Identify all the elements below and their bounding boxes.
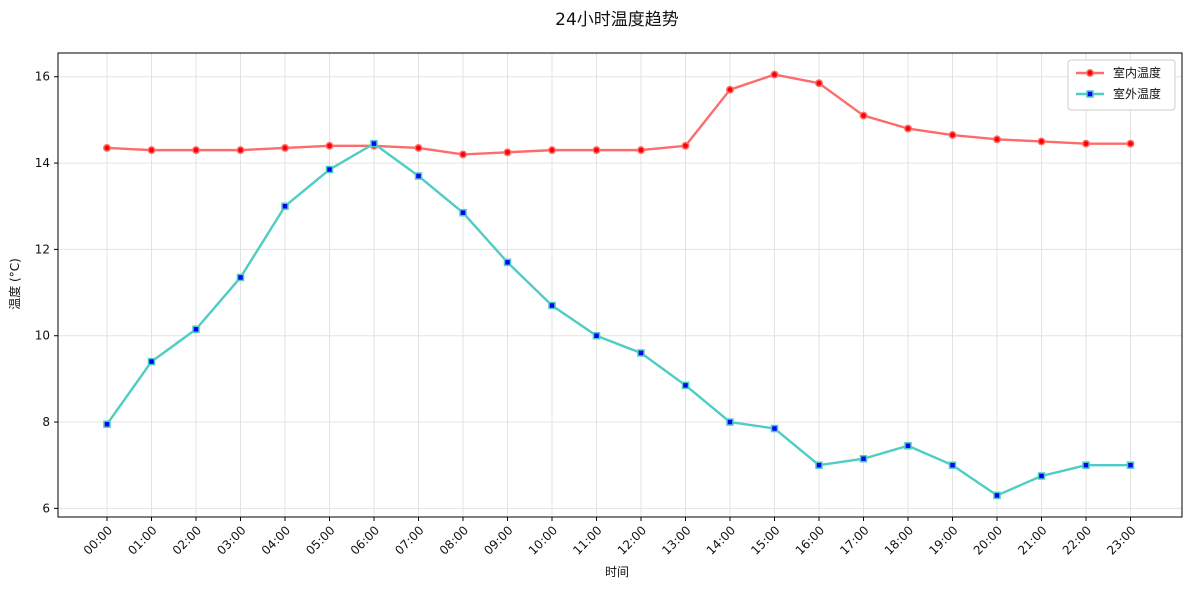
y-axis-title: 温度 (°C) (7, 258, 22, 310)
data-point (637, 349, 645, 357)
data-point (548, 146, 556, 155)
x-tick-label: 07:00 (392, 523, 426, 557)
data-point (459, 208, 467, 217)
x-tick-label: 05:00 (303, 523, 337, 557)
data-point (103, 420, 111, 428)
x-tick-label: 23:00 (1104, 523, 1138, 557)
x-axis: 00:00 01:00 02:00 03:00 04:00 05:00 06:00 07:00… (81, 517, 1139, 558)
y-tick-label: 12 (35, 242, 50, 256)
data-point (370, 139, 378, 148)
data-point (1037, 472, 1046, 480)
series-line (106, 142, 1131, 497)
data-point (236, 273, 245, 282)
data-point (281, 202, 289, 210)
x-tick-label: 20:00 (971, 523, 1005, 557)
data-point (503, 148, 512, 157)
x-tick-label: 11:00 (570, 523, 604, 557)
data-point (770, 70, 779, 79)
x-tick-label: 00:00 (81, 523, 115, 557)
y-axis: 6 8 10 12 14 16 (35, 70, 58, 515)
legend-marker (1086, 69, 1094, 77)
series-1 (103, 70, 1135, 159)
data-point (281, 144, 289, 152)
x-tick-label: 22:00 (1060, 523, 1094, 557)
x-tick-label: 18:00 (882, 523, 916, 557)
data-point (726, 418, 734, 426)
x-axis-title: 时间 (605, 565, 629, 579)
x-tick-label: 01:00 (125, 523, 159, 557)
data-point (414, 144, 423, 152)
data-point (548, 301, 556, 310)
x-tick-label: 14:00 (704, 523, 738, 557)
data-point (503, 258, 512, 267)
x-tick-label: 10:00 (526, 523, 560, 557)
data-point (1037, 137, 1046, 146)
data-point (1126, 139, 1135, 148)
data-point (948, 461, 957, 469)
y-tick-label: 16 (35, 70, 50, 84)
data-point (904, 124, 912, 133)
series-layer (103, 70, 1135, 500)
x-tick-label: 04:00 (259, 523, 293, 557)
data-point (103, 144, 111, 152)
plot-area-frame (57, 52, 1183, 518)
x-tick-label: 15:00 (748, 523, 782, 557)
x-tick-label: 17:00 (837, 523, 871, 557)
data-point (815, 79, 823, 88)
legend-label: 室内温度 (1113, 65, 1161, 80)
data-point (681, 141, 690, 150)
y-tick-label: 6 (42, 501, 50, 515)
x-tick-label: 02:00 (170, 523, 204, 557)
data-point (637, 146, 645, 155)
series-line (106, 73, 1131, 156)
data-point (948, 131, 957, 139)
x-tick-label: 03:00 (214, 523, 248, 557)
data-point (770, 424, 779, 433)
data-point (459, 150, 467, 159)
data-point (592, 146, 601, 155)
data-point (1082, 139, 1090, 148)
x-tick-label: 08:00 (437, 523, 471, 557)
x-tick-label: 13:00 (659, 523, 693, 557)
y-tick-label: 10 (35, 329, 50, 343)
legend-item: 室外温度 (1076, 86, 1161, 101)
data-point (414, 172, 423, 180)
data-point (192, 325, 200, 333)
data-point (859, 111, 868, 120)
data-point (325, 165, 334, 174)
x-tick-label: 09:00 (481, 523, 515, 557)
data-point (236, 146, 245, 155)
y-tick-label: 14 (35, 156, 50, 170)
chart-title: 24小时温度趋势 (555, 10, 679, 30)
data-point (904, 442, 912, 450)
x-tick-label: 12:00 (615, 523, 649, 557)
data-point (1082, 461, 1090, 469)
data-point (815, 461, 823, 469)
data-point (681, 381, 690, 390)
x-tick-label: 16:00 (793, 523, 827, 557)
data-point (726, 85, 734, 94)
data-point (592, 331, 601, 340)
x-tick-label: 21:00 (1015, 523, 1049, 557)
data-point (147, 357, 156, 366)
grid-lines (58, 53, 1182, 517)
legend-item: 室内温度 (1076, 65, 1161, 80)
data-point (147, 146, 156, 155)
x-tick-label: 19:00 (926, 523, 960, 557)
x-tick-label: 06:00 (348, 523, 382, 557)
data-point (325, 141, 334, 150)
legend-label: 室外温度 (1113, 86, 1161, 101)
data-point (993, 491, 1001, 500)
legend-marker (1086, 90, 1094, 98)
data-point (993, 135, 1001, 144)
data-point (192, 146, 200, 155)
data-point (859, 454, 868, 463)
series-2 (103, 139, 1135, 500)
data-point (1126, 461, 1135, 469)
y-tick-label: 8 (42, 415, 50, 429)
